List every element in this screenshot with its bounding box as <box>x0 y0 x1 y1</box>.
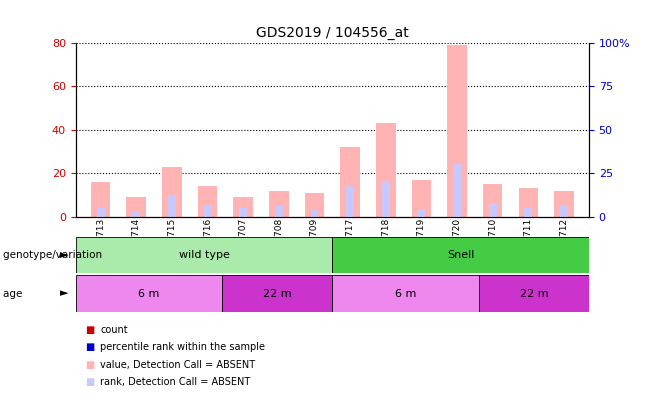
Text: rank, Detection Call = ABSENT: rank, Detection Call = ABSENT <box>100 377 250 387</box>
Bar <box>483 184 503 217</box>
Text: value, Detection Call = ABSENT: value, Detection Call = ABSENT <box>100 360 255 370</box>
Bar <box>332 237 589 273</box>
Bar <box>162 166 182 217</box>
Bar <box>554 190 574 217</box>
Bar <box>382 182 390 217</box>
Text: ■: ■ <box>86 343 95 352</box>
Text: ►: ► <box>60 250 68 260</box>
Text: 22 m: 22 m <box>263 289 291 298</box>
Bar <box>240 208 247 217</box>
Text: genotype/variation: genotype/variation <box>3 250 106 260</box>
Bar <box>376 123 395 217</box>
Bar <box>203 206 211 217</box>
Bar <box>168 195 176 217</box>
Text: Snell: Snell <box>447 250 474 260</box>
Bar <box>76 275 222 312</box>
Text: ►: ► <box>60 289 68 298</box>
Bar <box>91 182 111 217</box>
Text: 6 m: 6 m <box>395 289 417 298</box>
Bar <box>412 180 431 217</box>
Bar <box>132 212 140 217</box>
Bar <box>222 275 332 312</box>
Text: ■: ■ <box>86 360 95 370</box>
Bar <box>479 275 589 312</box>
Bar <box>126 197 146 217</box>
Bar <box>346 186 354 217</box>
Bar <box>417 210 425 217</box>
Bar <box>234 197 253 217</box>
Text: wild type: wild type <box>178 250 230 260</box>
Bar <box>275 206 283 217</box>
Bar <box>560 206 568 217</box>
Bar <box>198 186 217 217</box>
Text: age: age <box>3 289 26 298</box>
Bar <box>97 208 105 217</box>
Bar <box>269 190 289 217</box>
Text: ■: ■ <box>86 325 95 335</box>
Text: ■: ■ <box>86 377 95 387</box>
Text: 6 m: 6 m <box>138 289 160 298</box>
Bar <box>453 164 461 217</box>
Bar <box>489 204 497 217</box>
Bar <box>76 237 332 273</box>
Text: percentile rank within the sample: percentile rank within the sample <box>100 343 265 352</box>
Bar <box>524 208 532 217</box>
Bar <box>340 147 360 217</box>
Text: count: count <box>100 325 128 335</box>
Text: 22 m: 22 m <box>520 289 548 298</box>
Bar <box>332 275 479 312</box>
Title: GDS2019 / 104556_at: GDS2019 / 104556_at <box>256 26 409 40</box>
Bar <box>305 193 324 217</box>
Bar <box>519 188 538 217</box>
Bar <box>447 45 467 217</box>
Bar <box>311 210 318 217</box>
